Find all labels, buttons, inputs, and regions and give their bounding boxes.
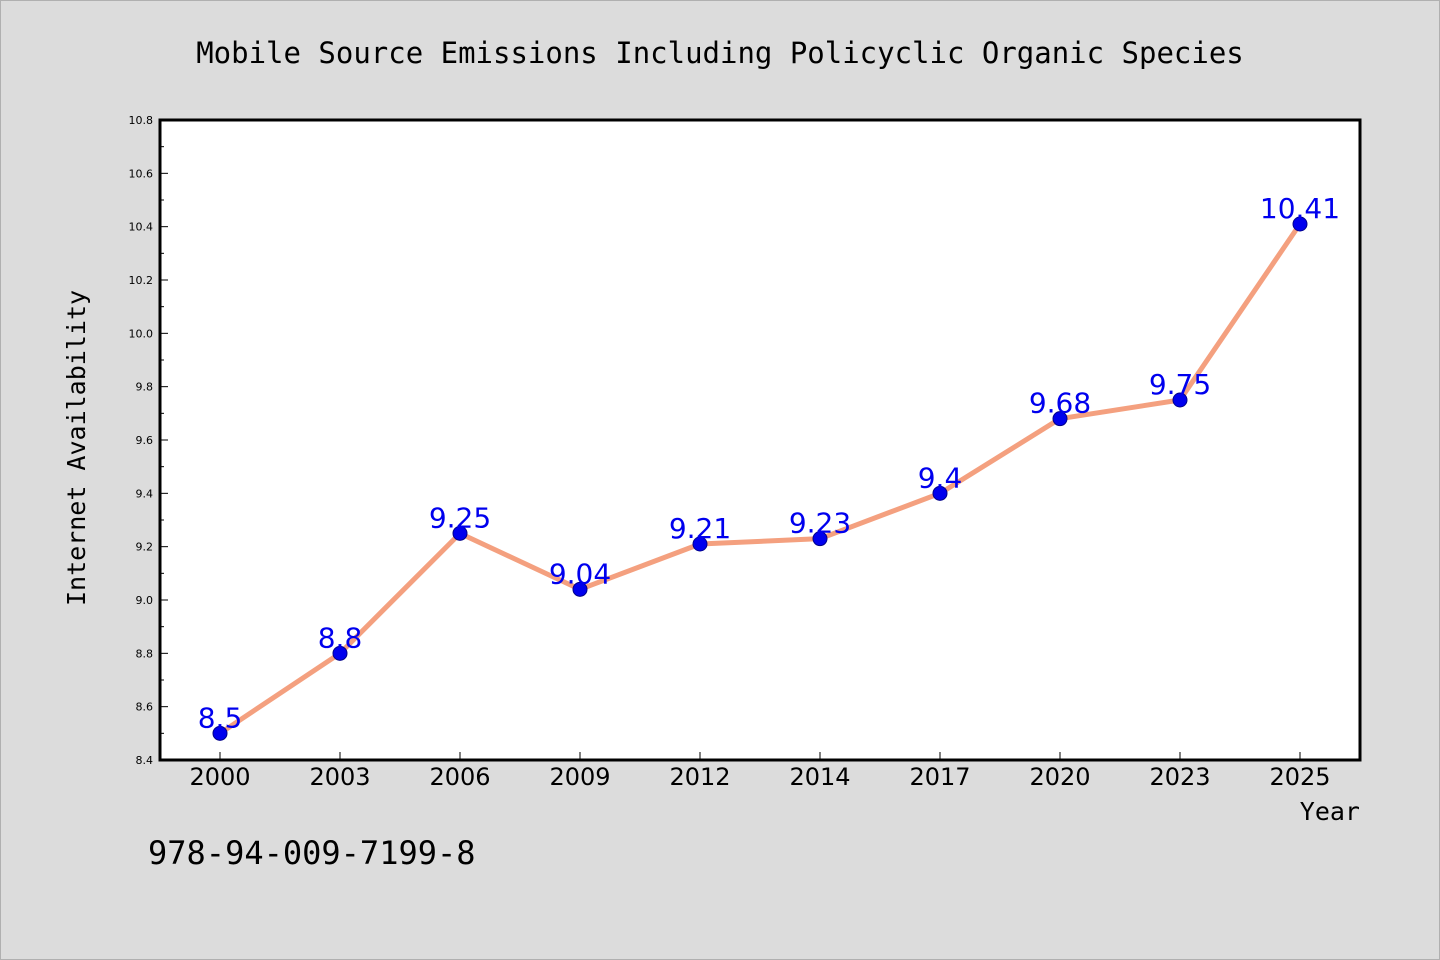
- data-point: [572, 581, 588, 597]
- y-axis-label: Internet Availability: [62, 290, 91, 606]
- data-point: [452, 525, 468, 541]
- x-tick-label: 2003: [309, 763, 370, 791]
- y-tick-label: 10.2: [129, 274, 154, 287]
- x-axis-label: Year: [1300, 797, 1360, 826]
- data-label: 9.21: [669, 512, 731, 545]
- series-layer: 8.5 8.8 9.25 9.04 9.21 9.23 9.4 9.68 9.75 10.41: [198, 192, 1340, 741]
- x-tick-label: 2009: [549, 763, 610, 791]
- x-axis-ticks: 2000 2003 2006 2009 2012 2014 2017 2020 2023 2025: [189, 752, 1331, 791]
- data-point: [332, 645, 348, 661]
- y-tick-label: 9.2: [136, 541, 154, 554]
- y-tick-label: 8.8: [136, 647, 154, 660]
- plot-area: [160, 120, 1360, 760]
- x-tick-label: 2025: [1269, 763, 1330, 791]
- data-point: [812, 531, 828, 547]
- data-point: [932, 485, 948, 501]
- y-tick-label: 10.6: [129, 167, 154, 180]
- x-tick-label: 2017: [909, 763, 970, 791]
- data-label: 9.23: [789, 507, 851, 540]
- data-label: 9.04: [549, 557, 611, 590]
- data-point: [1292, 216, 1308, 232]
- x-tick-label: 2000: [189, 763, 250, 791]
- data-point: [1172, 392, 1188, 408]
- x-tick-label: 2006: [429, 763, 490, 791]
- data-label: 8.5: [198, 701, 243, 734]
- isbn-annotation: 978-94-009-7199-8: [148, 834, 476, 872]
- data-point: [1052, 411, 1068, 427]
- x-tick-label: 2014: [789, 763, 850, 791]
- plot-frame: [158, 118, 1362, 762]
- y-tick-label: 10.8: [129, 114, 154, 127]
- x-tick-label: 2020: [1029, 763, 1090, 791]
- y-tick-label: 9.8: [136, 381, 154, 394]
- data-label: 9.25: [429, 501, 491, 534]
- data-point: [692, 536, 708, 552]
- chart-title: Mobile Source Emissions Including Policy…: [196, 36, 1244, 70]
- y-tick-label: 9.4: [136, 487, 154, 500]
- y-tick-label: 10.0: [129, 327, 154, 340]
- data-label: 8.8: [318, 621, 363, 654]
- data-label: 9.4: [918, 461, 963, 494]
- series-line: [217, 221, 1303, 736]
- data-label: 9.68: [1029, 387, 1091, 420]
- data-label: 10.41: [1260, 192, 1340, 225]
- x-tick-label: 2012: [669, 763, 730, 791]
- x-tick-label: 2023: [1149, 763, 1210, 791]
- y-tick-label: 10.4: [129, 221, 154, 234]
- y-tick-label: 9.6: [136, 434, 154, 447]
- data-point: [212, 725, 228, 741]
- y-tick-label: 9.0: [136, 594, 154, 607]
- data-label: 9.75: [1149, 368, 1211, 401]
- y-tick-label: 8.4: [136, 754, 154, 767]
- y-tick-label: 8.6: [136, 701, 154, 714]
